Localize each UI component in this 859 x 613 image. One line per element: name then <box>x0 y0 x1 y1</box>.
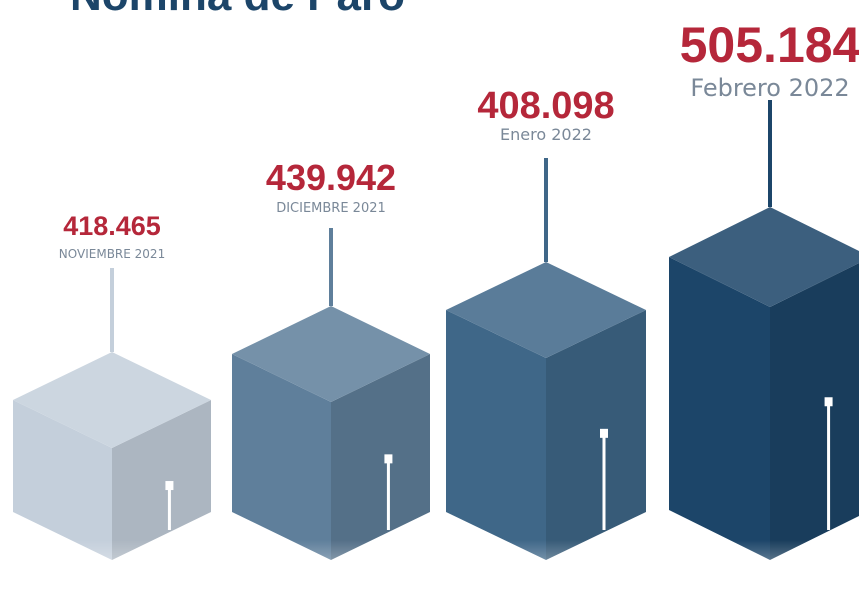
bar-value-label: 418.465 <box>63 211 161 241</box>
bar-category-label: DICIEMBRE 2021 <box>276 201 386 216</box>
bar-top-face <box>669 207 859 307</box>
bar-right-face <box>331 354 430 560</box>
bar-value-label: 408.098 <box>477 85 614 127</box>
bar-right-face <box>546 310 646 560</box>
bar-right-face <box>770 262 859 560</box>
bars-layer <box>13 207 859 560</box>
labels-layer: 418.465 NOVIEMBRE 2021 439.942 DICIEMBRE 20… <box>59 17 859 352</box>
bar-category-label: Enero 2022 <box>500 125 592 144</box>
bar-indicator-cap <box>600 428 608 438</box>
bar-category-label: NOVIEMBRE 2021 <box>59 247 165 261</box>
bar-indicator-cap <box>384 454 393 464</box>
bar-left-face <box>13 400 112 560</box>
bar-indicator-cap <box>824 397 833 407</box>
bottom-fade <box>0 540 859 613</box>
bar-value-label: 505.184 <box>680 17 859 73</box>
bar-indicator-cap <box>165 481 174 491</box>
bar-top-face <box>232 306 430 402</box>
bar-top-face <box>446 262 646 358</box>
bar-value-label: 439.942 <box>266 157 396 198</box>
bar-top-face <box>13 352 211 448</box>
bar-category-label: Febrero 2022 <box>690 74 849 102</box>
chart-title-cropped: Nómina de Paro <box>70 0 405 20</box>
bar-left-face <box>669 257 770 560</box>
bar-right-face <box>112 400 211 560</box>
bar-left-face <box>232 354 331 560</box>
bar-left-face <box>446 310 546 560</box>
